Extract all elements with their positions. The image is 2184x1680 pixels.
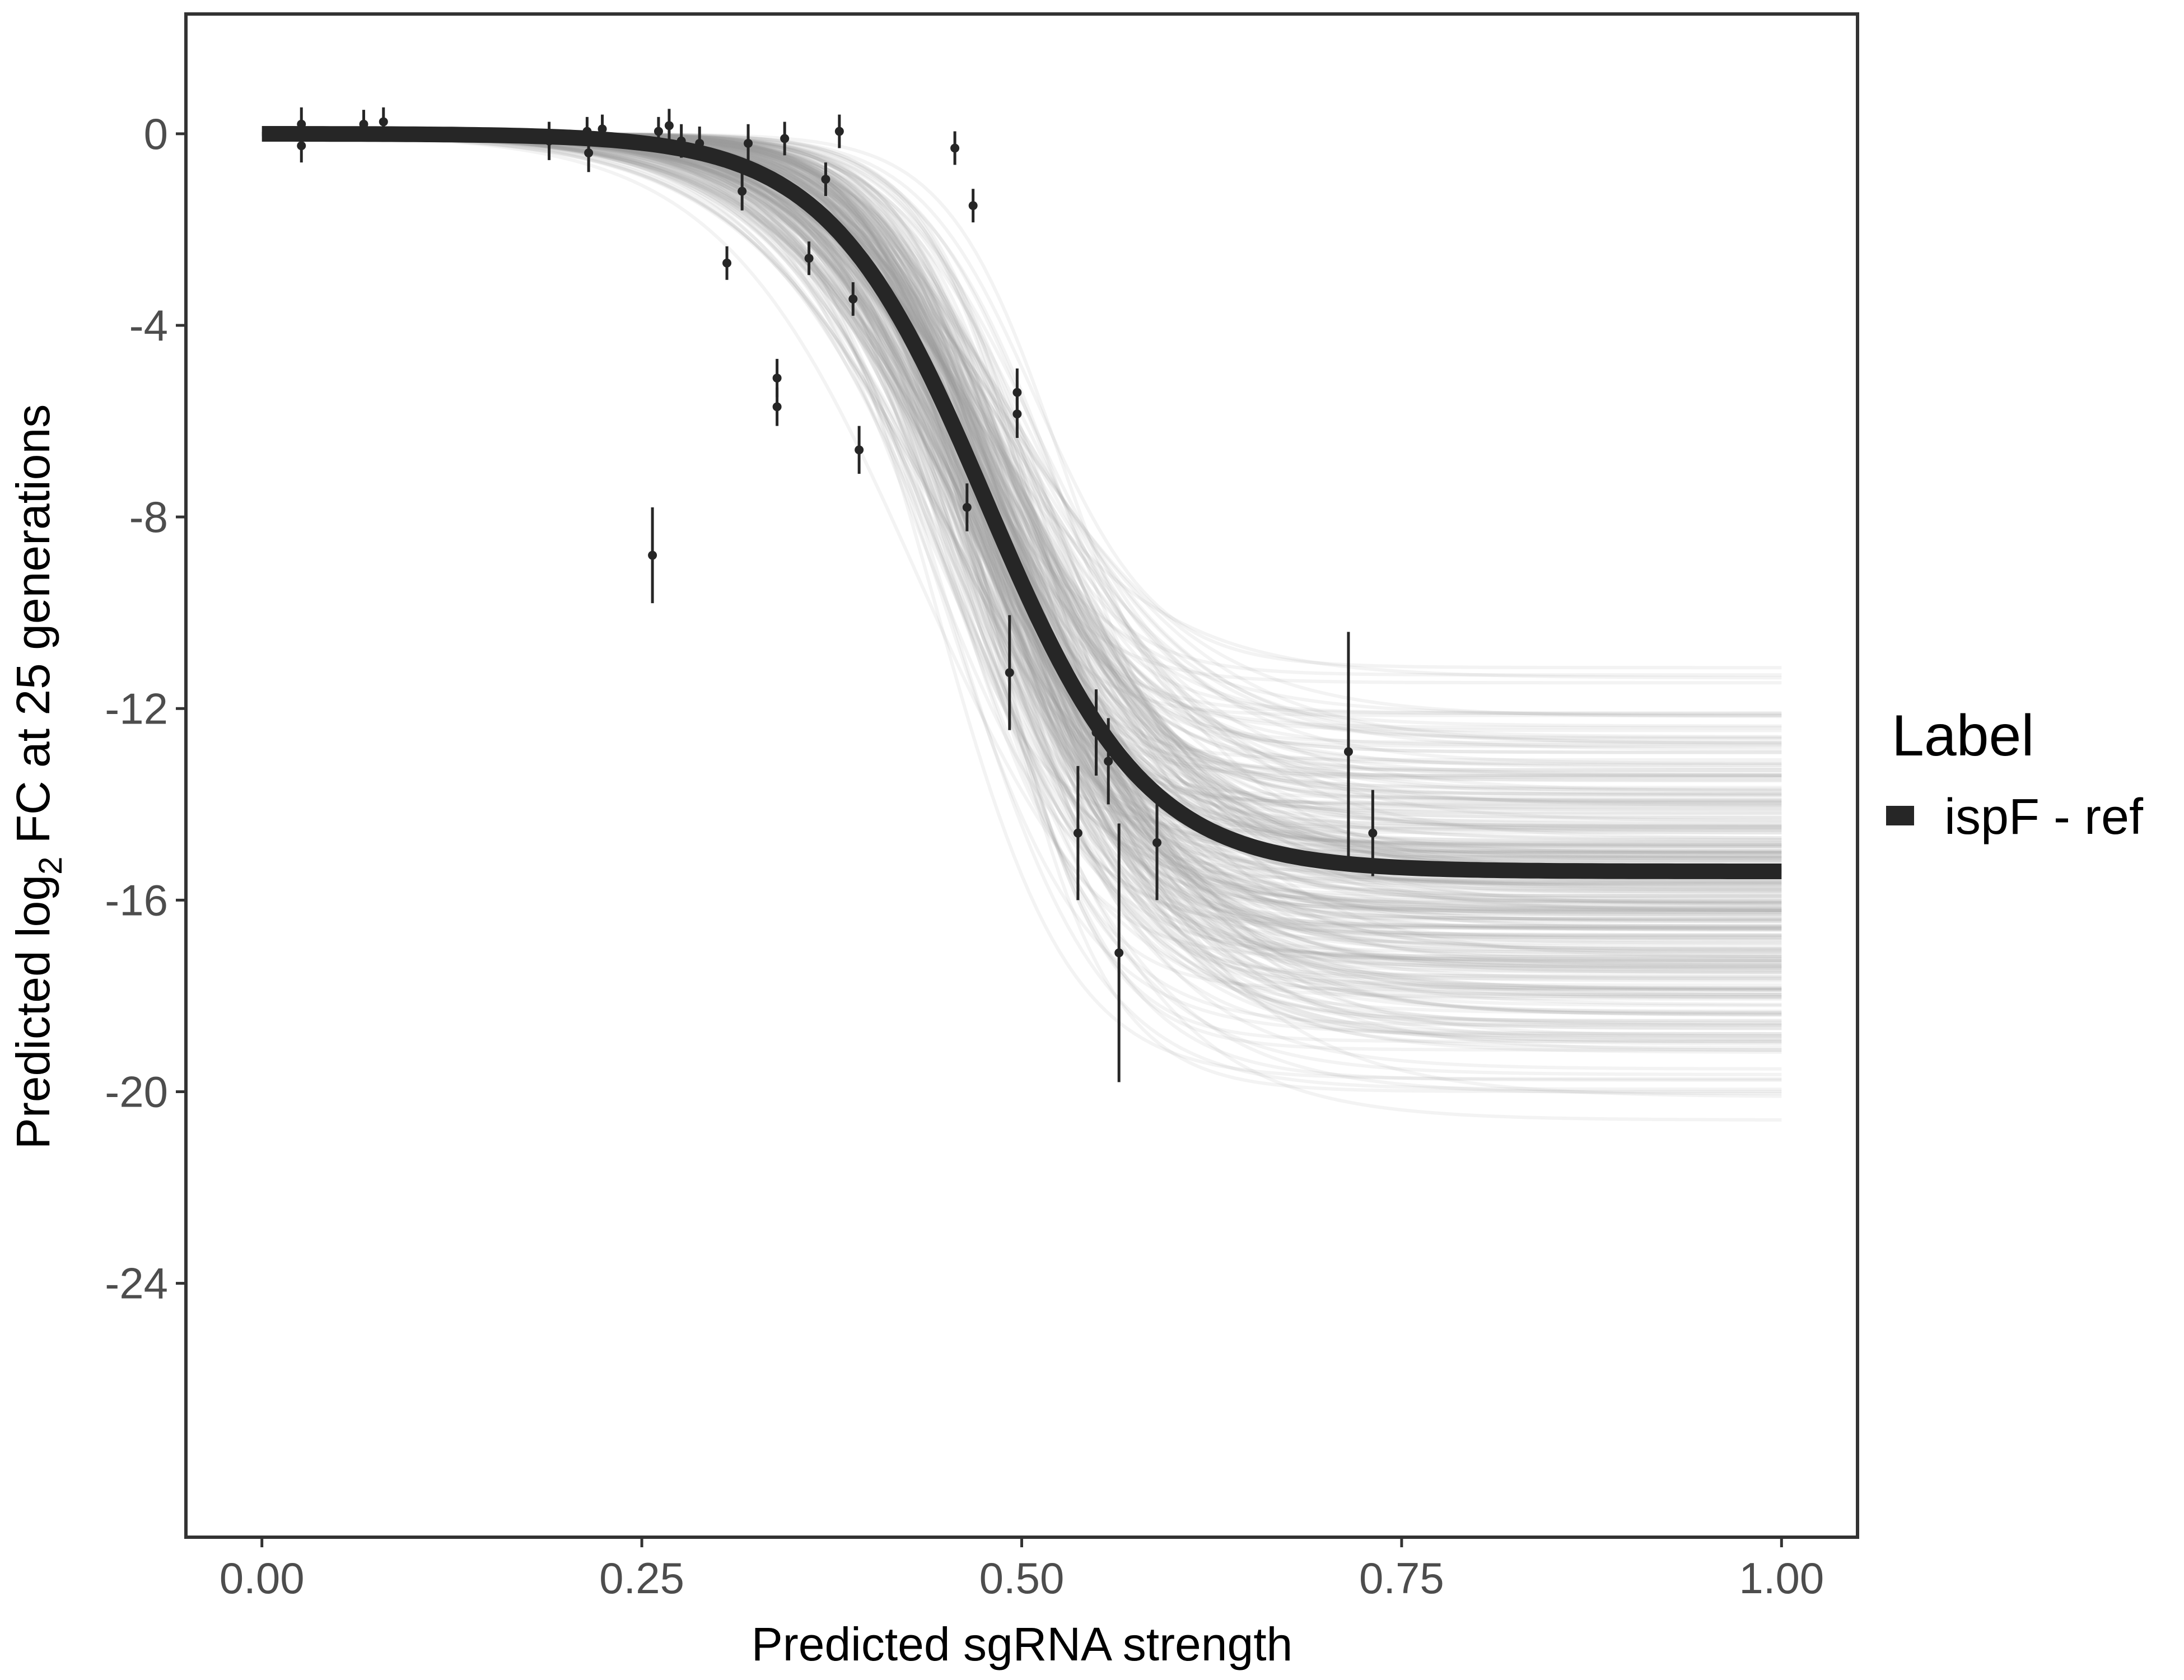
data-point xyxy=(695,138,704,148)
y-tick-label: -8 xyxy=(129,492,168,542)
data-point xyxy=(950,143,960,153)
data-point xyxy=(544,136,554,146)
data-point xyxy=(772,402,782,412)
data-point xyxy=(848,294,858,304)
legend-key-ispf-ref xyxy=(1886,806,1914,825)
data-point xyxy=(379,117,388,127)
y-tick-label: -12 xyxy=(105,684,168,733)
data-point xyxy=(968,201,978,211)
data-point xyxy=(584,148,594,158)
data-point xyxy=(738,186,747,196)
y-tick-label: 0 xyxy=(144,109,168,158)
legend-title: Label xyxy=(1892,703,2034,768)
data-point xyxy=(1073,828,1082,838)
data-point xyxy=(359,119,368,129)
fit-curve-ispf-ref xyxy=(262,126,1782,879)
data-point xyxy=(1104,757,1113,766)
data-point xyxy=(855,445,864,455)
data-point xyxy=(821,175,830,184)
x-tick-label: 1.00 xyxy=(1739,1553,1824,1603)
data-point xyxy=(1012,409,1022,419)
data-point xyxy=(664,121,674,130)
data-point xyxy=(1114,948,1124,958)
data-point xyxy=(676,136,686,146)
data-point xyxy=(962,503,972,512)
y-tick-label: -16 xyxy=(105,875,168,925)
data-point xyxy=(834,127,844,136)
data-point xyxy=(297,141,306,151)
x-tick-label: 0.75 xyxy=(1359,1553,1444,1603)
x-tick-label: 0.00 xyxy=(220,1553,305,1603)
y-axis-title: Predicted log2 FC at 25 generations xyxy=(7,404,69,1149)
posterior-draw-line xyxy=(262,133,1782,890)
data-point xyxy=(297,119,306,129)
data-point xyxy=(582,127,592,136)
data-point xyxy=(1368,828,1378,838)
posterior-draw-line xyxy=(262,133,1782,1046)
posterior-draw-line xyxy=(262,133,1782,894)
posterior-draw-line xyxy=(262,133,1782,991)
data-point xyxy=(780,134,790,143)
posterior-draw-line xyxy=(262,133,1782,928)
data-points xyxy=(297,107,1378,1082)
data-point xyxy=(1343,747,1353,757)
y-tick-label: -24 xyxy=(105,1259,168,1308)
data-point xyxy=(722,258,732,268)
data-point xyxy=(648,550,657,560)
y-tick-label: -4 xyxy=(129,301,168,350)
posterior-draw-line xyxy=(262,133,1782,1027)
data-point xyxy=(804,254,814,263)
y-tick-label: -20 xyxy=(105,1067,168,1117)
x-axis: 0.00 0.25 0.50 0.75 1.00 xyxy=(220,1537,1824,1603)
legend: Label ispF - ref xyxy=(1886,703,2144,845)
x-tick-label: 0.25 xyxy=(599,1553,684,1603)
fit-curve-group xyxy=(262,126,1782,879)
x-axis-title: Predicted sgRNA strength xyxy=(752,1618,1293,1670)
data-point xyxy=(744,138,753,148)
data-point xyxy=(1091,728,1101,738)
data-point xyxy=(654,127,663,136)
posterior-draws xyxy=(262,132,1782,1122)
data-point xyxy=(772,374,782,383)
legend-label-ispf-ref: ispF - ref xyxy=(1944,789,2144,845)
posterior-draw-line xyxy=(262,133,1782,970)
posterior-draw-line xyxy=(262,133,1782,893)
y-axis: 0 -4 -8 -12 -16 -20 -24 xyxy=(105,109,186,1308)
x-tick-label: 0.50 xyxy=(979,1553,1065,1603)
data-point xyxy=(1152,838,1162,847)
data-point xyxy=(598,124,607,134)
data-point xyxy=(1005,668,1014,678)
